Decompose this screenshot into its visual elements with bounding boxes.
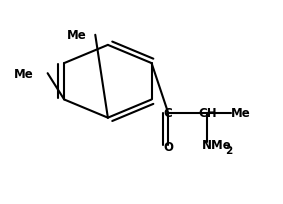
Text: NMe: NMe [202,139,231,152]
Text: 2: 2 [226,145,233,155]
Text: CH: CH [198,107,217,120]
Text: C: C [164,107,173,120]
Text: Me: Me [231,107,251,120]
Text: Me: Me [67,29,87,42]
Text: Me: Me [14,67,34,80]
Text: O: O [163,141,173,154]
